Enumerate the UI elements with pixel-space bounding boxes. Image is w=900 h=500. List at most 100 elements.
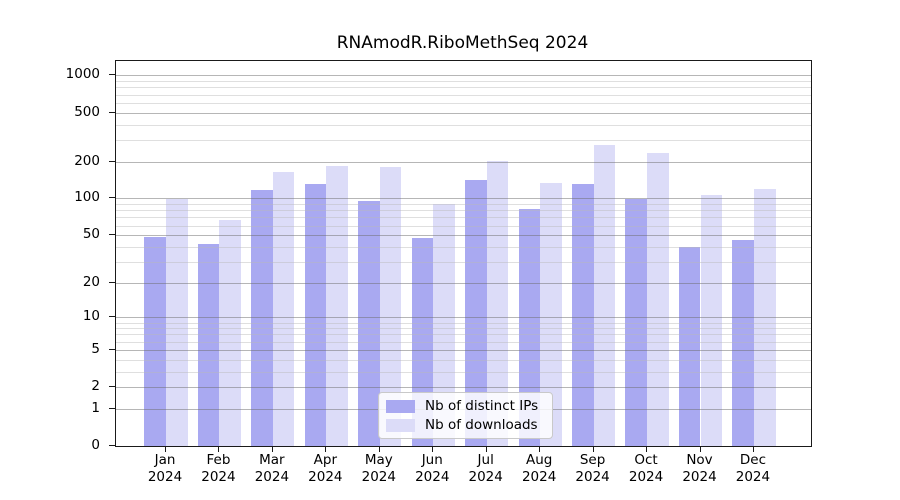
bar-ips-nov (678, 246, 701, 446)
x-tick-aug (539, 446, 541, 452)
x-label-year-mar: 2024 (254, 468, 290, 485)
bar-downloads-nov (700, 194, 723, 446)
bar-downloads-jan (166, 198, 188, 446)
x-label-nov: Nov 2024 (665, 452, 735, 485)
x-tick-dec (752, 446, 754, 452)
x-label-month-oct: Oct (634, 452, 658, 468)
legend-label-downloads: Nb of downloads (425, 417, 538, 433)
x-tick-nov (699, 446, 701, 452)
y-tick-label-1: 1 (91, 399, 100, 416)
x-tick-sep (592, 446, 594, 452)
x-label-dec: Dec 2024 (718, 452, 788, 485)
x-label-aug: Aug 2024 (504, 452, 574, 485)
bar-ips-dec (732, 239, 754, 446)
bar-downloads-jul (486, 160, 509, 446)
x-label-year-dec: 2024 (735, 468, 771, 485)
y-tick-label-500: 500 (74, 103, 100, 120)
y-tick-label-0: 0 (91, 437, 100, 453)
y-tick-1 (109, 407, 115, 409)
x-label-year-aug: 2024 (521, 468, 557, 485)
bar-ips-oct (625, 198, 648, 446)
x-tick-jul (485, 446, 487, 452)
x-label-feb: Feb 2024 (183, 452, 253, 485)
bar-ips-feb (197, 244, 220, 446)
legend: Nb of distinct IPs Nb of downloads (378, 392, 554, 439)
bar-downloads-aug (540, 183, 562, 446)
y-tick-50 (109, 234, 115, 236)
y-tick-500 (109, 111, 115, 113)
x-label-year-oct: 2024 (628, 468, 664, 485)
y-tick-label-10: 10 (82, 308, 100, 325)
x-label-month-nov: Nov (686, 452, 713, 468)
x-label-year-jul: 2024 (468, 468, 503, 485)
x-label-month-aug: Aug (525, 452, 553, 468)
x-label-oct: Oct 2024 (611, 452, 681, 485)
y-tick-label-50: 50 (82, 226, 100, 243)
plot-area: Nb of distinct IPs Nb of downloads (115, 60, 812, 447)
x-label-month-sep: Sep (579, 452, 606, 468)
y-tick-label-200: 200 (74, 152, 100, 169)
x-tick-apr (325, 446, 327, 452)
y-tick-2 (109, 386, 115, 388)
x-label-month-jan: Jan (154, 452, 176, 468)
bar-downloads-may (379, 166, 402, 446)
bar-ips-jan (144, 237, 166, 446)
y-tick-label-2: 2 (91, 378, 100, 395)
bars-layer (116, 61, 811, 446)
x-label-month-feb: Feb (206, 452, 231, 468)
x-label-month-mar: Mar (259, 452, 285, 468)
chart-title: RNAmodR.RiboMethSeq 2024 (336, 33, 589, 53)
y-tick-label-5: 5 (91, 340, 100, 357)
bar-downloads-mar (272, 172, 295, 446)
y-tick-100 (109, 197, 115, 199)
y-tick-200 (109, 160, 115, 162)
bar-ips-sep (572, 184, 594, 446)
y-tick-10 (109, 316, 115, 318)
x-label-month-jun: Jun (421, 452, 443, 468)
x-tick-jan (165, 446, 166, 452)
bar-downloads-apr (326, 166, 348, 446)
legend-item-distinct-ips: Nb of distinct IPs (386, 398, 538, 414)
bar-ips-may (358, 200, 380, 446)
x-tick-may (378, 446, 380, 452)
y-tick-label-1000: 1000 (65, 66, 100, 83)
x-label-year-sep: 2024 (575, 468, 610, 485)
x-label-jan: Jan 2024 (130, 452, 200, 485)
legend-label-distinct-ips: Nb of distinct IPs (425, 398, 539, 414)
x-label-month-dec: Dec (739, 452, 766, 468)
x-label-month-apr: Apr (313, 452, 338, 468)
x-label-apr: Apr 2024 (290, 452, 360, 485)
legend-item-downloads: Nb of downloads (386, 417, 538, 433)
x-tick-mar (271, 446, 273, 452)
y-tick-5 (109, 348, 115, 350)
x-tick-feb (218, 446, 220, 452)
bar-downloads-dec (753, 188, 776, 446)
x-label-year-feb: 2024 (201, 468, 236, 485)
bar-ips-apr (304, 183, 327, 446)
bar-downloads-oct (647, 152, 669, 446)
x-label-year-may: 2024 (361, 468, 396, 485)
bar-ips-jul (465, 179, 487, 446)
x-label-sep: Sep 2024 (558, 452, 628, 485)
x-tick-oct (646, 446, 648, 452)
bar-downloads-feb (219, 219, 242, 446)
y-tick-label-20: 20 (82, 273, 100, 290)
x-label-month-jul: Jul (477, 452, 494, 468)
bar-ips-mar (251, 189, 273, 446)
y-tick-1000 (109, 74, 115, 76)
x-label-month-may: May (364, 452, 393, 468)
legend-swatch-ips-icon (386, 399, 415, 413)
legend-swatch-downloads-icon (386, 418, 415, 432)
x-label-may: May 2024 (344, 452, 414, 485)
bar-downloads-jun (433, 203, 455, 446)
x-label-mar: Mar 2024 (237, 452, 307, 485)
x-label-year-jan: 2024 (147, 468, 183, 485)
x-label-jul: Jul 2024 (451, 452, 521, 485)
x-label-jun: Jun 2024 (397, 452, 467, 485)
bar-downloads-sep (593, 145, 616, 446)
y-tick-label-100: 100 (74, 189, 100, 206)
x-tick-jun (432, 446, 434, 452)
y-tick-20 (109, 281, 115, 283)
x-label-year-nov: 2024 (682, 468, 717, 485)
